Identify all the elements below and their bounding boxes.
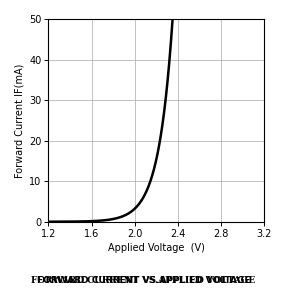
Text: FORWARD CURRENT VS.APPLIED VOLTAGE: FORWARD CURRENT VS.APPLIED VOLTAGE: [37, 276, 250, 285]
Y-axis label: Forward Current IF(mA): Forward Current IF(mA): [15, 63, 25, 177]
Text: FORWARD CURRENT VS.APPLIED VOLTAGE: FORWARD CURRENT VS.APPLIED VOLTAGE: [31, 276, 256, 285]
X-axis label: Applied Voltage  (V): Applied Voltage (V): [108, 243, 205, 253]
